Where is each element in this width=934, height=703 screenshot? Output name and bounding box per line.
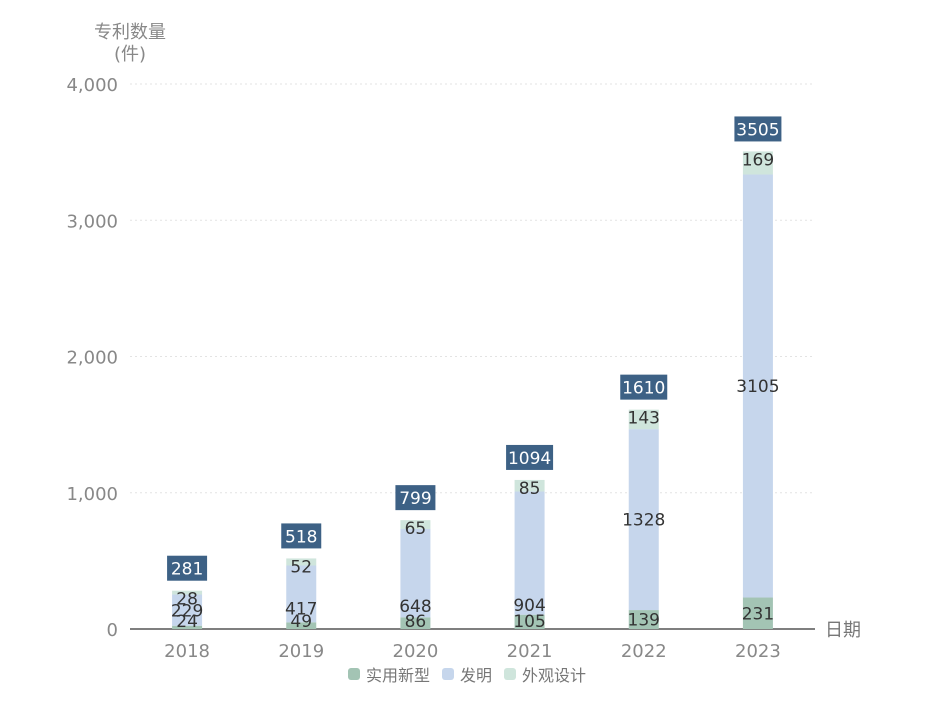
data-label: 24 xyxy=(176,612,198,632)
data-label: 648 xyxy=(399,597,431,617)
data-label: 231 xyxy=(742,604,774,624)
data-label: 105 xyxy=(513,612,545,632)
total-label: 1610 xyxy=(622,379,665,399)
bar-segment xyxy=(286,558,317,566)
y-tick-label: 3,000 xyxy=(66,211,118,232)
bar-segment xyxy=(514,614,545,629)
total-label-box xyxy=(395,485,436,511)
data-label: 3105 xyxy=(736,377,779,397)
legend-item[interactable]: 实用新型 xyxy=(347,662,430,686)
data-label: 86 xyxy=(405,612,427,632)
data-label: 143 xyxy=(628,409,660,429)
bar-segment xyxy=(742,597,773,629)
legend-label: 实用新型 xyxy=(365,666,430,685)
bar-segment xyxy=(172,625,203,629)
bar-segment xyxy=(400,520,431,529)
data-label: 28 xyxy=(176,590,198,610)
y-axis-title-line2: (件) xyxy=(113,44,147,65)
total-label: 518 xyxy=(285,527,317,547)
bar-segment xyxy=(628,610,659,629)
data-label: 904 xyxy=(513,596,545,616)
data-label: 139 xyxy=(628,611,660,631)
legend: 实用新型 发明 外观设计 xyxy=(0,662,934,686)
data-label: 229 xyxy=(171,601,203,621)
total-label: 3505 xyxy=(736,120,779,140)
legend-item[interactable]: 发明 xyxy=(441,662,492,686)
x-tick-label: 2018 xyxy=(164,641,210,662)
data-label: 85 xyxy=(519,479,541,499)
total-label-box xyxy=(506,444,554,470)
data-label: 49 xyxy=(290,612,312,632)
data-label: 169 xyxy=(742,150,774,170)
bar-segment xyxy=(400,617,431,629)
bar-segment xyxy=(742,174,773,598)
bar-segment xyxy=(400,528,431,618)
bar-segment xyxy=(628,429,659,611)
x-tick-label: 2022 xyxy=(621,641,667,662)
total-label-box xyxy=(620,374,668,400)
data-label: 65 xyxy=(405,519,427,539)
total-label-box xyxy=(281,523,322,549)
total-label-box xyxy=(734,116,782,142)
x-tick-label: 2019 xyxy=(278,641,324,662)
y-tick-label: 0 xyxy=(107,620,118,641)
total-label-box xyxy=(167,555,208,581)
legend-swatch xyxy=(441,668,454,680)
x-tick-label: 2023 xyxy=(735,641,781,662)
y-tick-label: 2,000 xyxy=(66,348,118,369)
data-label: 1328 xyxy=(622,511,665,531)
y-tick-label: 4,000 xyxy=(66,75,118,96)
bar-segment xyxy=(742,151,773,175)
bar-segment xyxy=(514,479,545,492)
y-axis-title-line1: 专利数量 xyxy=(94,22,166,43)
data-label: 417 xyxy=(285,600,317,620)
total-label: 799 xyxy=(399,489,431,509)
bar-segment xyxy=(172,594,203,626)
bar-segment xyxy=(286,622,317,629)
x-tick-label: 2020 xyxy=(393,641,439,662)
legend-label: 发明 xyxy=(459,666,492,685)
total-label: 281 xyxy=(171,560,203,580)
x-axis-title: 日期 xyxy=(825,620,861,641)
bar-segment xyxy=(628,409,659,430)
legend-item[interactable]: 外观设计 xyxy=(504,662,586,686)
legend-swatch xyxy=(504,668,516,680)
bar-segment xyxy=(172,590,203,595)
legend-label: 外观设计 xyxy=(522,666,587,685)
total-label: 1094 xyxy=(508,449,551,469)
bar-segment xyxy=(514,491,545,615)
y-tick-label: 1,000 xyxy=(66,484,118,505)
data-label: 52 xyxy=(290,557,312,577)
legend-swatch xyxy=(347,668,360,680)
bar-segment xyxy=(286,565,317,623)
x-tick-label: 2021 xyxy=(507,641,553,662)
